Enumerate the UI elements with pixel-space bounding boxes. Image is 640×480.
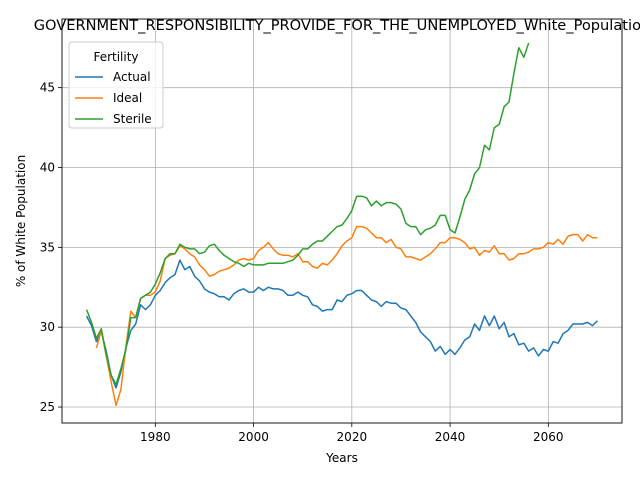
legend-title: Fertility bbox=[93, 50, 138, 64]
legend-label: Sterile bbox=[113, 112, 152, 126]
chart-title: GOVERNMENT_RESPONSIBILITY_PROVIDE_FOR_TH… bbox=[34, 17, 640, 34]
y-tick-label: 25 bbox=[40, 400, 55, 414]
series-lines bbox=[85, 42, 598, 407]
plot-frame bbox=[61, 18, 623, 424]
x-axis-label: Years bbox=[325, 451, 358, 465]
legend-label: Actual bbox=[113, 70, 151, 84]
x-tick-label: 2060 bbox=[533, 430, 564, 444]
x-axis-ticks: 1980 2000 2020 2040 2060 bbox=[140, 423, 564, 444]
y-tick-label: 30 bbox=[40, 320, 55, 334]
x-tick-label: 1980 bbox=[140, 430, 171, 444]
y-tick-label: 35 bbox=[40, 240, 55, 254]
y-tick-label: 40 bbox=[40, 161, 55, 175]
legend-box bbox=[68, 41, 164, 129]
grid-lines bbox=[62, 19, 622, 423]
x-tick-label: 2020 bbox=[337, 430, 368, 444]
y-tick-label: 45 bbox=[40, 81, 55, 95]
series-line-sterile bbox=[85, 42, 530, 386]
legend-label: Ideal bbox=[113, 91, 142, 105]
y-axis-label: % of White Population bbox=[14, 155, 28, 287]
y-axis-ticks: 25 30 35 40 45 bbox=[40, 81, 62, 414]
series-line-actual bbox=[85, 259, 598, 389]
x-tick-label: 2040 bbox=[435, 430, 466, 444]
legend: Fertility Actual Ideal Sterile bbox=[68, 41, 164, 129]
x-tick-label: 2000 bbox=[238, 430, 269, 444]
